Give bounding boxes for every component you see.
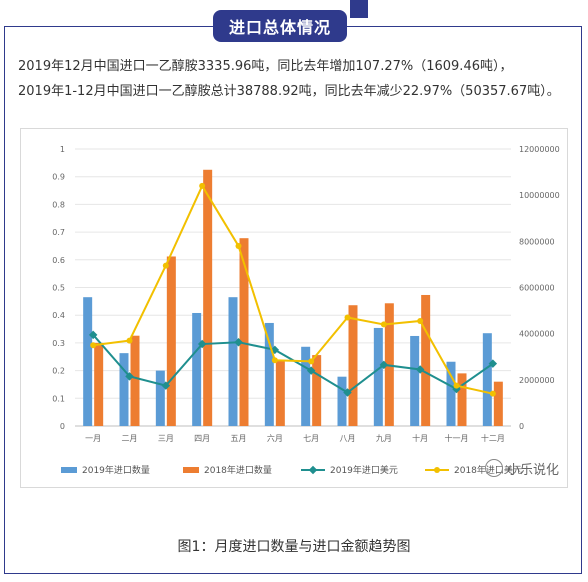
point-2018-usd <box>308 358 315 365</box>
left-tick-label: 0.2 <box>52 367 65 376</box>
bar-2018-quantity <box>348 305 358 426</box>
point-2019-usd <box>197 339 207 349</box>
left-tick-label: 0.9 <box>52 173 65 182</box>
bar-2018-quantity <box>493 381 503 426</box>
left-tick-label: 0.1 <box>52 394 65 403</box>
point-2018-usd <box>344 314 351 321</box>
bar-2018-quantity <box>239 238 249 426</box>
point-2018-usd <box>271 357 278 364</box>
left-tick-label: 0 <box>60 422 65 431</box>
left-tick-label: 0.3 <box>52 339 65 348</box>
figure-caption: 图1：月度进口数量与进口金额趋势图 <box>177 539 411 555</box>
legend-label: 2018年进口数量 <box>204 464 272 476</box>
bar-2018-quantity <box>275 360 285 426</box>
legend-swatch <box>183 467 199 473</box>
left-tick-label: 1 <box>60 145 65 154</box>
bar-2019-quantity <box>373 327 383 426</box>
bar-2019-quantity <box>301 346 311 426</box>
right-tick-label: 6000000 <box>519 284 555 293</box>
point-2019-usd <box>125 372 134 381</box>
x-tick-label: 四月 <box>194 434 210 443</box>
left-tick-label: 0.5 <box>52 284 65 293</box>
x-tick-label: 五月 <box>231 434 247 443</box>
watermark-text: 小乐说化 <box>506 462 559 478</box>
bar-2019-quantity <box>83 297 93 426</box>
bar-2018-quantity <box>203 169 213 426</box>
bar-2019-quantity <box>228 297 238 426</box>
x-tick-label: 三月 <box>158 434 174 443</box>
bar-2019-quantity <box>410 335 420 426</box>
bar-2019-quantity <box>192 312 202 426</box>
point-2018-usd <box>90 342 97 349</box>
intro-line-1: 2019年12月中国进口一乙醇胺3335.96吨，同比去年增加107.27%（1… <box>18 59 513 74</box>
bar-2019-quantity <box>155 370 165 426</box>
left-tick-label: 0.4 <box>52 311 65 320</box>
bar-2018-quantity <box>94 342 104 426</box>
point-2019-usd <box>306 366 316 375</box>
point-2018-usd <box>417 317 424 324</box>
x-tick-label: 十月 <box>412 433 428 443</box>
section-title: 进口总体情况 <box>213 10 347 42</box>
point-2018-usd <box>453 382 460 389</box>
right-tick-label: 4000000 <box>519 330 555 339</box>
point-2018-usd <box>235 242 242 249</box>
legend-swatch <box>61 467 77 473</box>
point-2019-usd <box>343 388 352 397</box>
point-2019-usd <box>161 381 171 390</box>
x-tick-label: 二月 <box>122 434 138 443</box>
x-tick-label: 八月 <box>340 434 356 443</box>
x-tick-label: 一月 <box>85 434 101 443</box>
legend-marker <box>308 465 318 475</box>
point-2018-usd <box>199 182 206 189</box>
bar-2019-quantity <box>482 333 492 426</box>
bar-2019-quantity <box>119 353 129 426</box>
point-2019-usd <box>379 360 389 370</box>
x-tick-label: 十二月 <box>481 433 505 443</box>
right-tick-label: 10000000 <box>519 191 560 200</box>
bar-2018-quantity <box>130 335 140 426</box>
left-tick-label: 0.8 <box>52 200 65 209</box>
watermark: 小乐说化 <box>484 449 559 487</box>
left-tick-label: 0.7 <box>52 228 65 237</box>
corner-decoration <box>350 0 368 18</box>
bar-2018-quantity <box>312 355 322 426</box>
bar-2019-quantity <box>337 376 347 426</box>
legend-marker <box>434 467 440 473</box>
point-2019-usd <box>234 337 243 347</box>
point-2018-usd <box>162 262 169 269</box>
point-2018-usd <box>380 321 387 328</box>
point-2019-usd <box>488 359 498 368</box>
right-tick-label: 12000000 <box>519 145 560 154</box>
point-2018-usd <box>489 390 496 397</box>
legend-label: 2019年进口美元 <box>330 464 398 476</box>
bar-2019-quantity <box>446 361 456 426</box>
legend-label: 2019年进口数量 <box>82 464 150 476</box>
left-tick-label: 0.6 <box>52 256 65 265</box>
import-trend-chart: 0 0.1 0.2 0.3 0.4 0.5 0.6 0.7 0.8 0.9 1 0 2000000 400… <box>52 145 560 476</box>
x-tick-label: 七月 <box>303 434 319 443</box>
bar-2018-quantity <box>421 294 431 426</box>
point-2018-usd <box>126 337 133 344</box>
intro-text: 2019年12月中国进口一乙醇胺3335.96吨，同比去年增加107.27%（1… <box>18 54 574 104</box>
point-2019-usd <box>88 330 98 340</box>
x-tick-label: 六月 <box>267 433 283 443</box>
right-tick-label: 2000000 <box>519 376 555 385</box>
bar-2018-quantity <box>457 373 467 426</box>
right-tick-label: 8000000 <box>519 237 555 246</box>
watermark-logo-icon <box>484 459 503 477</box>
point-2019-usd <box>415 365 425 374</box>
x-tick-label: 十一月 <box>445 433 469 443</box>
x-tick-label: 九月 <box>376 434 392 443</box>
bar-2018-quantity <box>166 256 176 426</box>
chart-card: 0 0.1 0.2 0.3 0.4 0.5 0.6 0.7 0.8 0.9 1 0 2000000 400… <box>20 128 568 488</box>
right-tick-label: 0 <box>519 422 524 431</box>
bar-2019-quantity <box>264 322 274 426</box>
line-2018-usd <box>93 183 494 395</box>
intro-line-2: 2019年1-12月中国进口一乙醇胺总计38788.92吨，同比去年减少22.9… <box>18 84 560 99</box>
